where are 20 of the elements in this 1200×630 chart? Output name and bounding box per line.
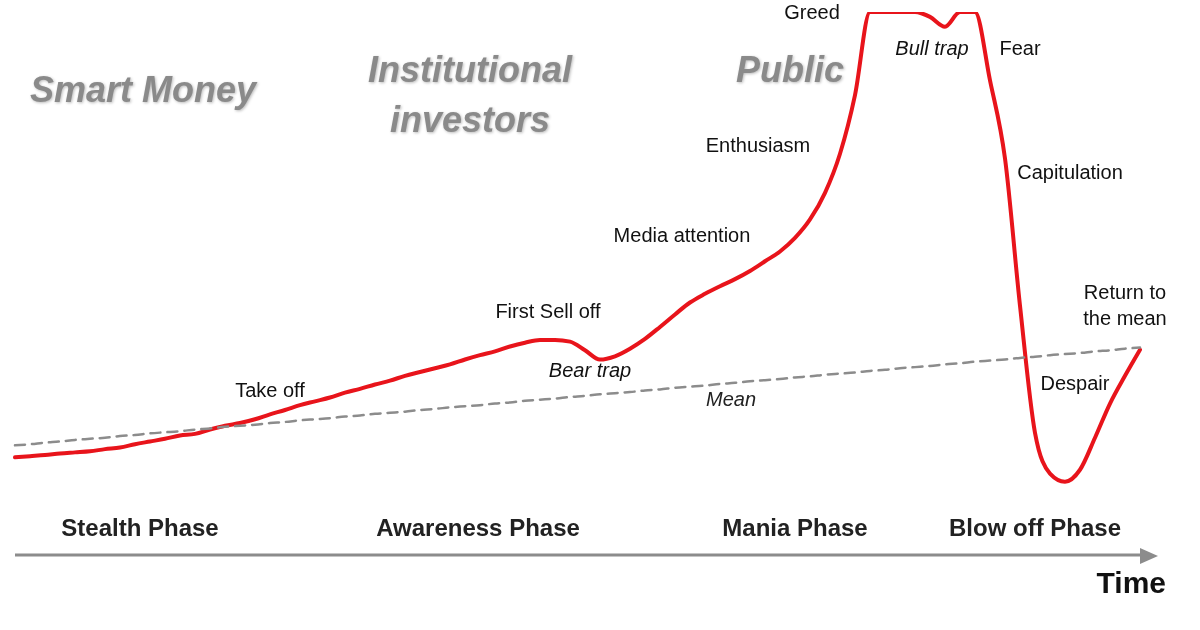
annotation: Despair bbox=[1039, 371, 1111, 396]
annotation: Stealth Phase bbox=[60, 514, 220, 542]
annotation: Public bbox=[735, 47, 845, 92]
annotation: Fear bbox=[998, 36, 1042, 61]
annotation: Smart Money bbox=[28, 67, 259, 112]
annotation: Institutional investors bbox=[367, 47, 574, 142]
annotation: Greed bbox=[783, 0, 841, 25]
annotation: Enthusiasm bbox=[704, 133, 812, 158]
annotation: Return to the mean bbox=[1082, 280, 1168, 331]
annotation: Blow off Phase bbox=[948, 514, 1122, 542]
annotation: Mania Phase bbox=[721, 514, 869, 542]
annotation: First Sell off bbox=[494, 299, 602, 324]
annotation: Bull trap bbox=[894, 36, 970, 60]
annotation: Bear trap bbox=[547, 358, 633, 382]
annotation: Media attention bbox=[612, 223, 752, 248]
annotation: Capitulation bbox=[1016, 160, 1124, 185]
annotation: Take off bbox=[234, 378, 306, 403]
annotation: Awareness Phase bbox=[375, 514, 581, 542]
series-label: Mean bbox=[706, 388, 757, 411]
x-axis-title: Time bbox=[1096, 566, 1166, 600]
